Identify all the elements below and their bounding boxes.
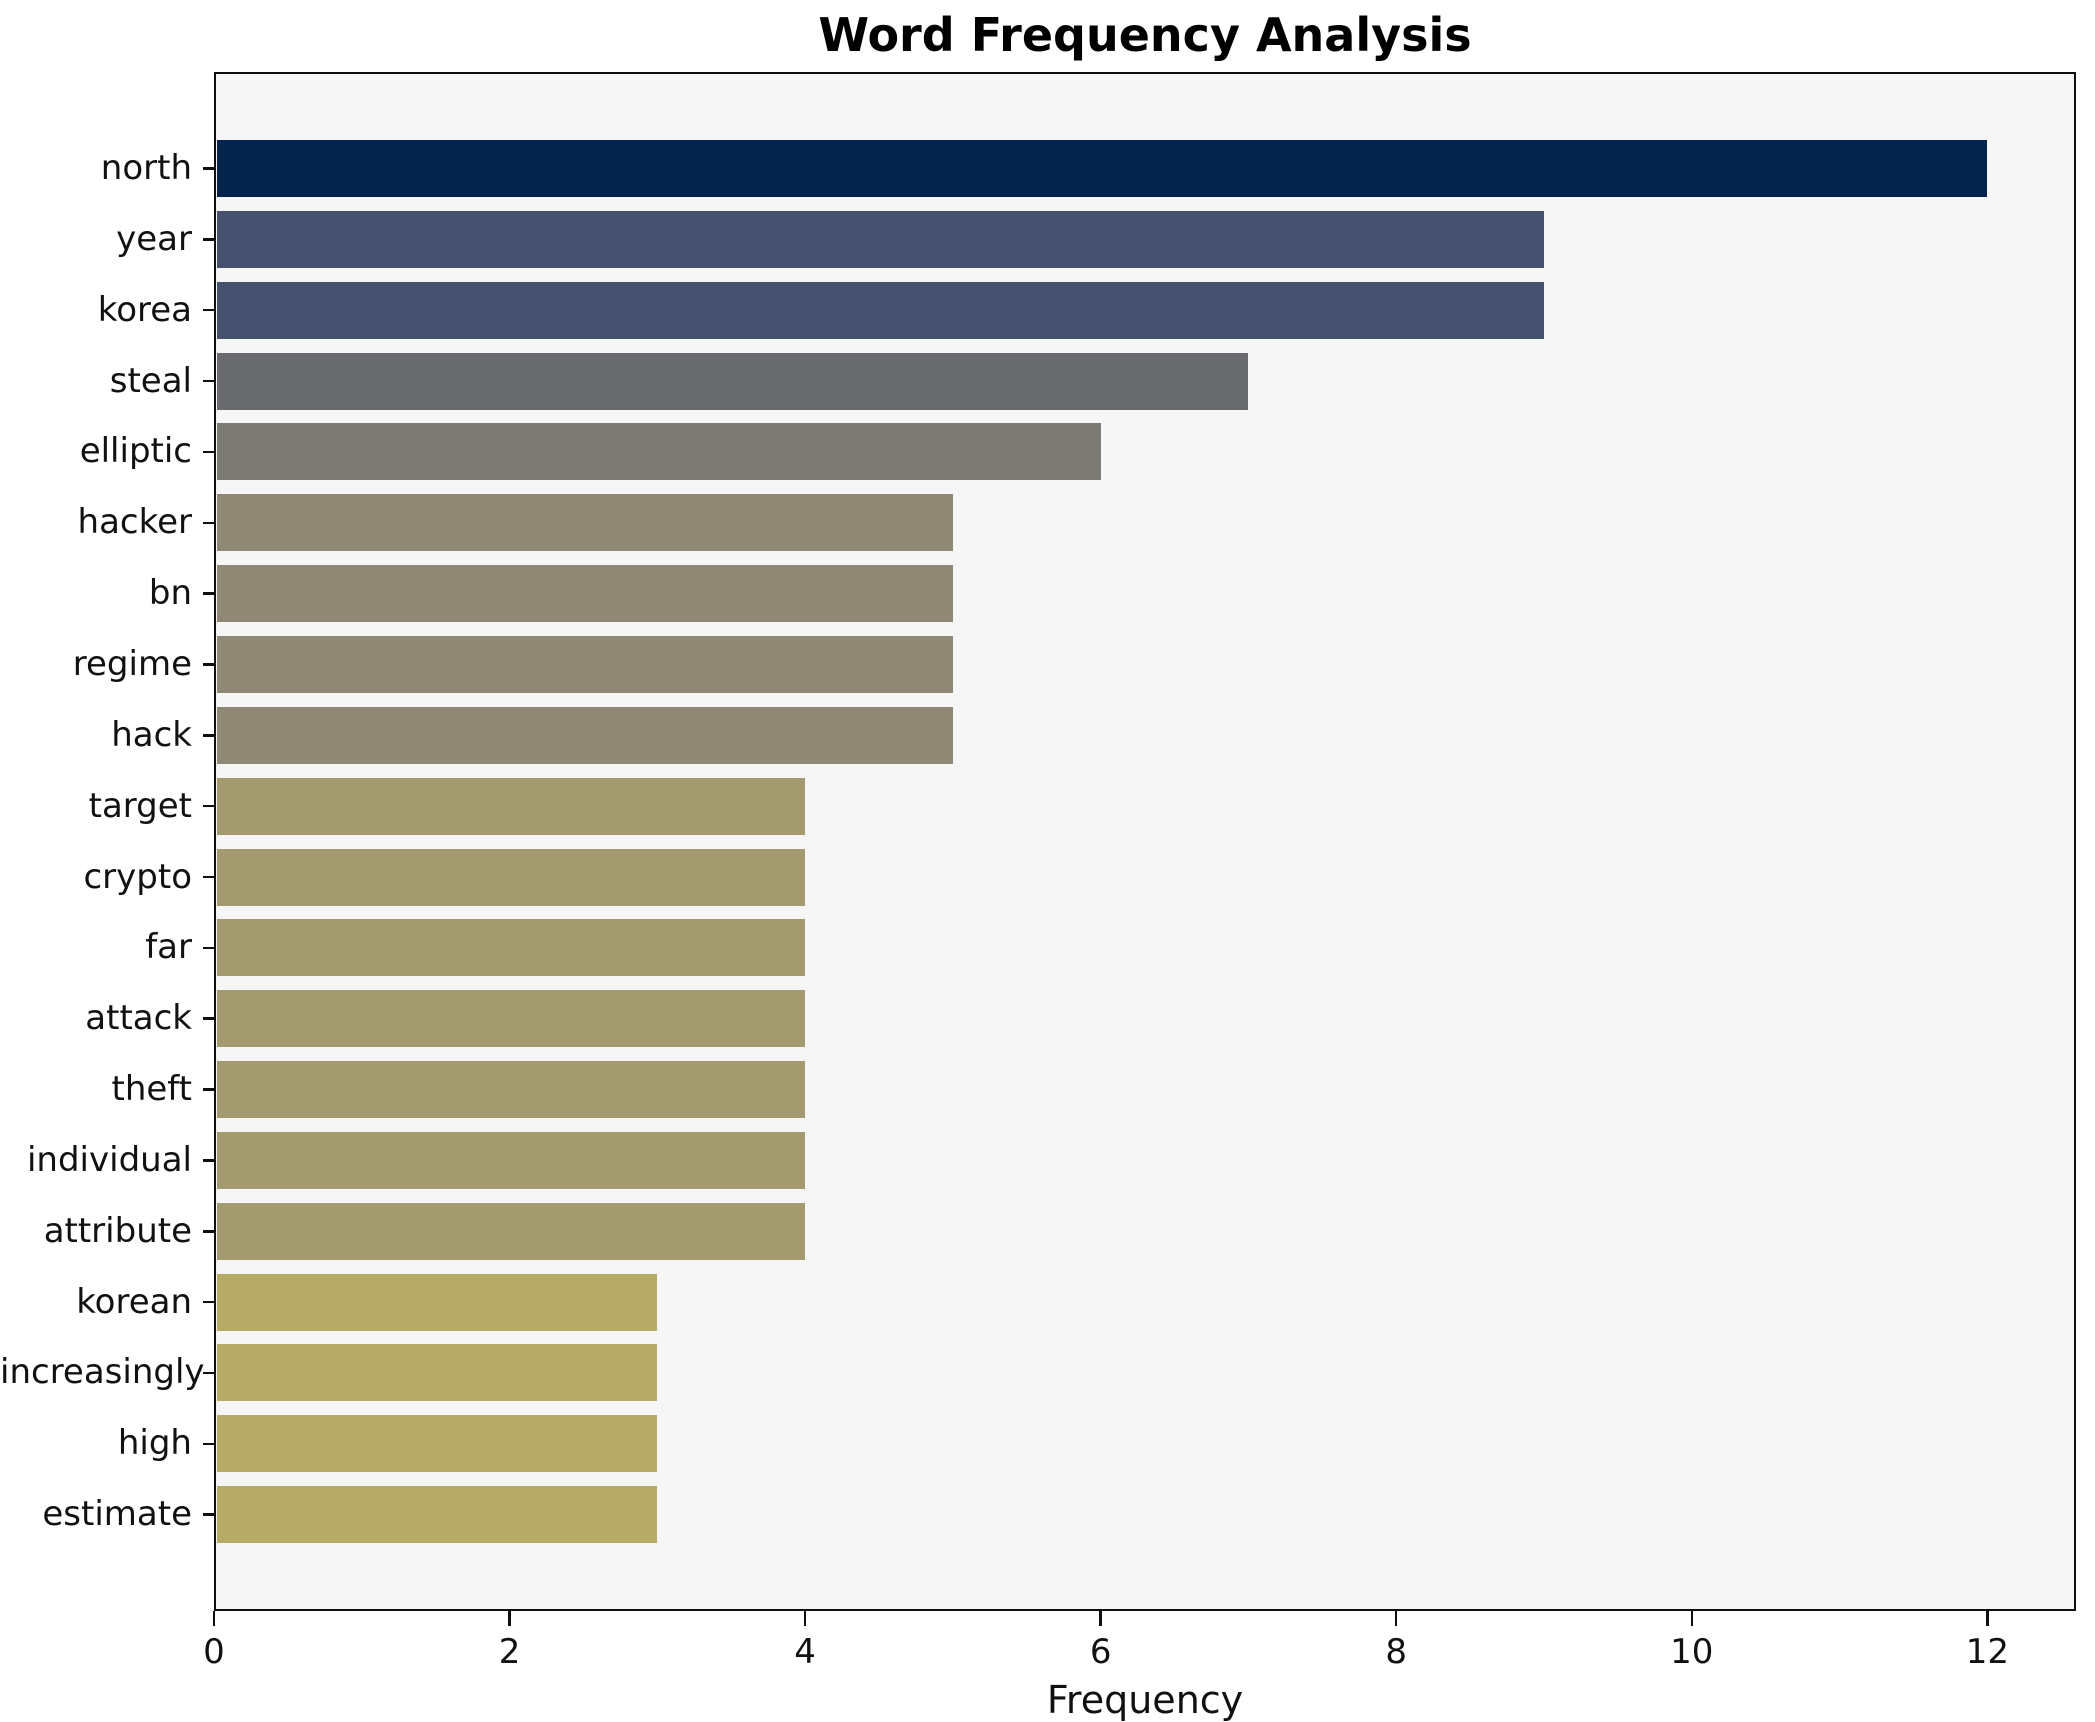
- x-axis-label: Frequency: [1046, 1678, 1244, 1722]
- y-tick-mark: [203, 521, 214, 524]
- y-tick-label-theft: theft: [111, 1069, 192, 1110]
- y-tick-label-estimate: estimate: [42, 1494, 192, 1535]
- y-tick-label-year: year: [116, 218, 192, 259]
- bar-bn: [216, 565, 953, 623]
- bar-theft: [216, 1061, 806, 1119]
- bar-far: [216, 919, 806, 977]
- y-tick-label-attribute: attribute: [43, 1210, 192, 1251]
- y-tick-label-elliptic: elliptic: [79, 431, 192, 472]
- x-tick-mark: [1690, 1611, 1694, 1626]
- y-tick-mark: [203, 804, 214, 808]
- y-tick-label-north: north: [100, 148, 192, 188]
- bar-korea: [216, 281, 1544, 339]
- y-tick-label-bn: bn: [148, 573, 192, 614]
- x-tick-label-0: 0: [203, 1632, 225, 1672]
- y-tick-mark: [203, 1088, 214, 1091]
- y-tick-label-individual: individual: [26, 1139, 192, 1180]
- y-tick-mark: [203, 450, 214, 454]
- y-tick-label-korea: korea: [97, 289, 192, 330]
- y-tick-label-increasingly: increasingly: [0, 1352, 205, 1393]
- x-tick-label-10: 10: [1670, 1632, 1714, 1672]
- bar-hacker: [216, 494, 953, 552]
- y-tick-mark: [203, 1513, 214, 1516]
- bar-year: [216, 210, 1544, 268]
- y-tick-mark: [203, 592, 214, 595]
- x-tick-mark: [1986, 1611, 1989, 1626]
- y-tick-label-korean: korean: [76, 1281, 192, 1322]
- x-tick-label-4: 4: [794, 1632, 816, 1672]
- x-tick-mark: [508, 1611, 511, 1626]
- x-tick-mark: [803, 1611, 807, 1626]
- bar-steal: [216, 352, 1249, 410]
- y-tick-label-hacker: hacker: [77, 502, 192, 543]
- bar-individual: [216, 1131, 806, 1189]
- bar-regime: [216, 635, 953, 693]
- bar-attack: [216, 990, 806, 1048]
- x-tick-mark: [1394, 1611, 1398, 1626]
- bar-elliptic: [216, 423, 1101, 481]
- bar-korean: [216, 1273, 658, 1331]
- y-tick-label-far: far: [145, 927, 192, 968]
- y-tick-mark: [203, 167, 214, 170]
- y-tick-label-steal: steal: [109, 360, 192, 401]
- bar-estimate: [216, 1486, 658, 1544]
- y-tick-mark: [203, 1230, 214, 1233]
- y-tick-mark: [203, 1017, 214, 1020]
- y-tick-label-regime: regime: [72, 643, 192, 684]
- y-tick-label-high: high: [117, 1423, 192, 1464]
- bar-north: [216, 140, 1988, 197]
- x-tick-label-8: 8: [1385, 1632, 1408, 1672]
- y-tick-label-crypto: crypto: [83, 856, 192, 897]
- bar-crypto: [216, 848, 806, 906]
- bar-attribute: [216, 1202, 806, 1260]
- x-tick-label-6: 6: [1089, 1632, 1112, 1672]
- y-tick-mark: [203, 1442, 214, 1446]
- y-tick-mark: [203, 1300, 214, 1304]
- y-tick-mark: [203, 308, 214, 312]
- x-tick-label-12: 12: [1965, 1632, 2009, 1672]
- x-tick-mark: [212, 1611, 216, 1626]
- y-tick-mark: [203, 238, 214, 241]
- bar-high: [216, 1415, 658, 1473]
- y-tick-label-target: target: [88, 785, 192, 826]
- y-tick-label-attack: attack: [85, 998, 192, 1039]
- y-tick-mark: [203, 1371, 214, 1375]
- x-tick-mark: [1099, 1611, 1102, 1626]
- x-tick-label-2: 2: [498, 1632, 521, 1672]
- chart-title: Word Frequency Analysis: [818, 8, 1472, 62]
- y-tick-mark: [203, 875, 214, 879]
- bar-target: [216, 777, 806, 835]
- y-tick-label-hack: hack: [111, 714, 192, 755]
- y-tick-mark: [203, 663, 214, 666]
- y-tick-mark: [203, 734, 214, 737]
- y-tick-mark: [203, 946, 214, 950]
- bar-hack: [216, 706, 953, 764]
- bar-increasingly: [216, 1344, 658, 1402]
- y-tick-mark: [203, 1159, 214, 1162]
- y-tick-mark: [203, 379, 214, 383]
